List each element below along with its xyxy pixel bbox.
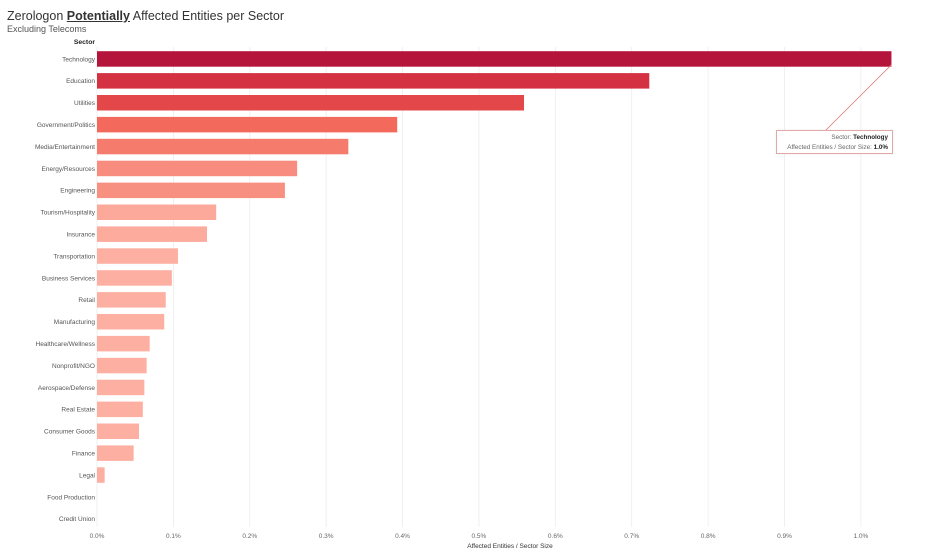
title-prefix: Zerologon bbox=[7, 9, 67, 23]
category-label: Healthcare/Wellness bbox=[36, 341, 96, 348]
category-header: Sector bbox=[74, 39, 96, 46]
x-tick-label: 0.3% bbox=[319, 533, 334, 540]
category-label: Technology bbox=[62, 56, 96, 63]
bar[interactable] bbox=[97, 248, 178, 264]
category-label: Legal bbox=[79, 472, 95, 479]
category-label: Insurance bbox=[66, 231, 95, 238]
bar[interactable] bbox=[97, 138, 349, 155]
category-label: Government/Politics bbox=[37, 122, 96, 129]
category-label: Nonprofit/NGO bbox=[52, 363, 95, 370]
x-axis-label: Affected Entities / Sector Size bbox=[467, 543, 553, 550]
category-label: Food Production bbox=[47, 494, 95, 501]
bar[interactable] bbox=[97, 204, 217, 221]
bars bbox=[97, 51, 892, 483]
category-label: Credit Union bbox=[59, 516, 96, 523]
bar[interactable] bbox=[97, 335, 150, 352]
chart-title: Zerologon Potentially Affected Entities … bbox=[7, 9, 284, 23]
bar[interactable] bbox=[97, 182, 285, 199]
x-tick-label: 0.9% bbox=[777, 533, 792, 540]
category-label: Manufacturing bbox=[54, 319, 96, 326]
category-label: Aerospace/Defense bbox=[38, 385, 95, 392]
bar[interactable] bbox=[97, 116, 398, 133]
x-tick-label: 1.0% bbox=[853, 533, 868, 540]
x-tick-label: 0.0% bbox=[90, 533, 105, 540]
category-label: Transportation bbox=[53, 253, 95, 260]
bar[interactable] bbox=[97, 73, 650, 89]
tooltip-sector-row: Sector: Technology bbox=[781, 133, 888, 143]
bar[interactable] bbox=[97, 270, 172, 286]
category-label: Media/Entertainment bbox=[35, 144, 95, 151]
tooltip-leader-line bbox=[824, 64, 892, 132]
bar[interactable] bbox=[97, 445, 134, 461]
tooltip-sector-label: Sector: bbox=[831, 134, 854, 141]
tooltip-sector-value: Technology bbox=[853, 134, 888, 141]
x-tick-label: 0.1% bbox=[166, 533, 181, 540]
x-tick-label: 0.4% bbox=[395, 533, 410, 540]
x-tick-label: 0.5% bbox=[472, 533, 487, 540]
tooltip: Sector: Technology Affected Entities / S… bbox=[776, 130, 893, 154]
bar[interactable] bbox=[97, 226, 207, 242]
bar[interactable] bbox=[97, 160, 298, 177]
title-emphasis: Potentially bbox=[66, 9, 130, 23]
bar[interactable] bbox=[97, 423, 140, 440]
category-label: Consumer Goods bbox=[44, 429, 96, 436]
tooltip-metric-label: Affected Entities / Sector Size: bbox=[787, 143, 874, 151]
title-suffix: Affected Entities per Sector bbox=[129, 9, 285, 23]
bar[interactable] bbox=[97, 292, 166, 308]
x-tick-label: 0.7% bbox=[624, 533, 639, 540]
bar[interactable] bbox=[97, 379, 145, 396]
tooltip-metric-row: Affected Entities / Sector Size: 1.0% bbox=[781, 143, 888, 153]
bar[interactable] bbox=[97, 51, 892, 67]
category-label: Utilities bbox=[74, 100, 96, 107]
category-label: Retail bbox=[78, 297, 95, 304]
category-label: Real Estate bbox=[61, 407, 95, 414]
x-tick-label: 0.8% bbox=[701, 533, 716, 540]
bar[interactable] bbox=[97, 401, 143, 418]
category-label: Business Services bbox=[42, 275, 96, 282]
bar[interactable] bbox=[97, 314, 165, 330]
x-axis-ticks: 0.0% 0.1% 0.2% 0.3% 0.4% 0.5% 0.6% 0.7% 0.8% 0.9%… bbox=[90, 533, 869, 540]
category-label: Energy/Resources bbox=[42, 166, 96, 173]
category-label: Finance bbox=[72, 450, 96, 457]
tooltip-metric-value: 1.0% bbox=[873, 143, 888, 151]
bar[interactable] bbox=[97, 357, 147, 374]
chart-subtitle: Excluding Telecoms bbox=[7, 24, 87, 34]
x-tick-label: 0.6% bbox=[548, 533, 563, 540]
category-label: Tourism/Hospitality bbox=[40, 210, 95, 217]
x-tick-label: 0.2% bbox=[242, 533, 257, 540]
category-label: Engineering bbox=[60, 188, 95, 195]
bar[interactable] bbox=[97, 467, 105, 483]
category-labels: Technology Education Utilities Government/P… bbox=[35, 56, 96, 523]
category-label: Education bbox=[66, 78, 95, 85]
bar[interactable] bbox=[97, 95, 525, 111]
